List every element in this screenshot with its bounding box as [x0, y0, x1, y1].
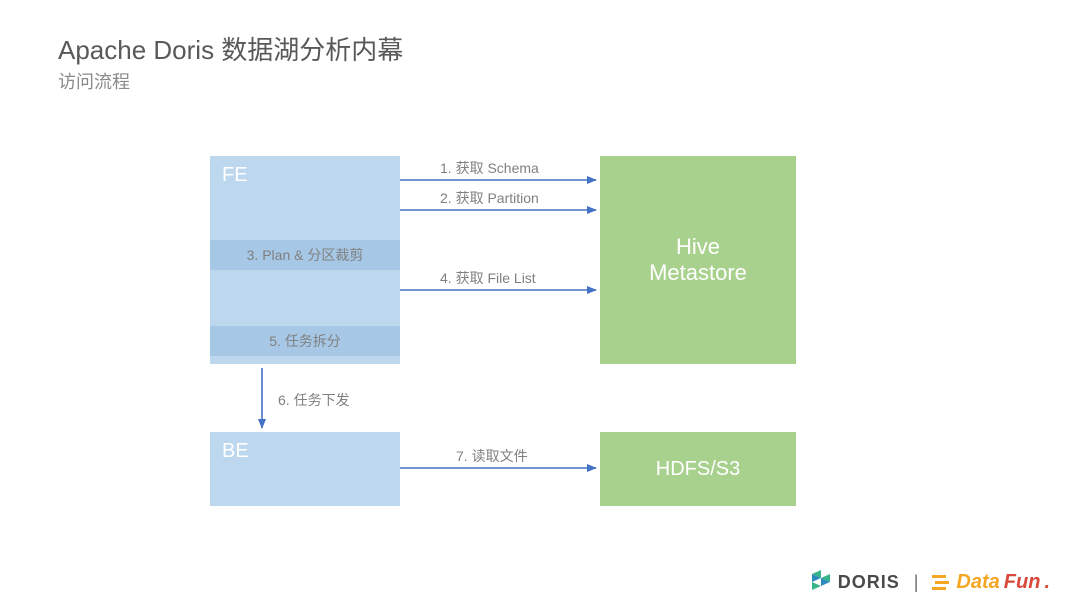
fe-node-label: FE — [222, 164, 248, 187]
page-title: Apache Doris 数据湖分析内幕 — [58, 30, 403, 67]
arrows-layer — [0, 0, 1080, 608]
arrow-label-4: 4. 获取 File List — [440, 268, 536, 288]
hive-metastore-node: Hive Metastore — [600, 156, 796, 364]
be-node-label: BE — [222, 440, 249, 463]
hdfs-text: HDFS/S3 — [656, 458, 740, 481]
arrow-label-1: 1. 获取 Schema — [440, 158, 539, 178]
datafun-text-data: Data — [956, 571, 999, 594]
hive-text-2: Metastore — [649, 260, 747, 286]
doris-logo: DORIS — [810, 570, 900, 594]
datafun-text-dot: . — [1044, 571, 1050, 594]
fe-strip-split-text: 5. 任务拆分 — [269, 331, 341, 351]
hive-text-1: Hive — [649, 234, 747, 260]
footer: DORIS | DataFun. — [810, 570, 1050, 594]
datafun-logo-icon — [932, 573, 952, 591]
doris-logo-text: DORIS — [838, 572, 900, 593]
fe-strip-plan: 3. Plan & 分区裁剪 — [210, 240, 400, 270]
hdfs-node: HDFS/S3 — [600, 432, 796, 506]
arrow-label-2: 2. 获取 Partition — [440, 188, 539, 208]
fe-strip-plan-text: 3. Plan & 分区裁剪 — [247, 245, 364, 265]
datafun-logo: DataFun. — [932, 571, 1050, 594]
datafun-text-fun: Fun — [1004, 571, 1041, 594]
footer-separator: | — [914, 572, 919, 593]
doris-logo-icon — [810, 570, 832, 594]
arrow-label-6: 6. 任务下发 — [278, 390, 350, 410]
page-subtitle: 访问流程 — [58, 68, 130, 94]
fe-strip-split: 5. 任务拆分 — [210, 326, 400, 356]
arrow-label-7: 7. 读取文件 — [456, 446, 528, 466]
